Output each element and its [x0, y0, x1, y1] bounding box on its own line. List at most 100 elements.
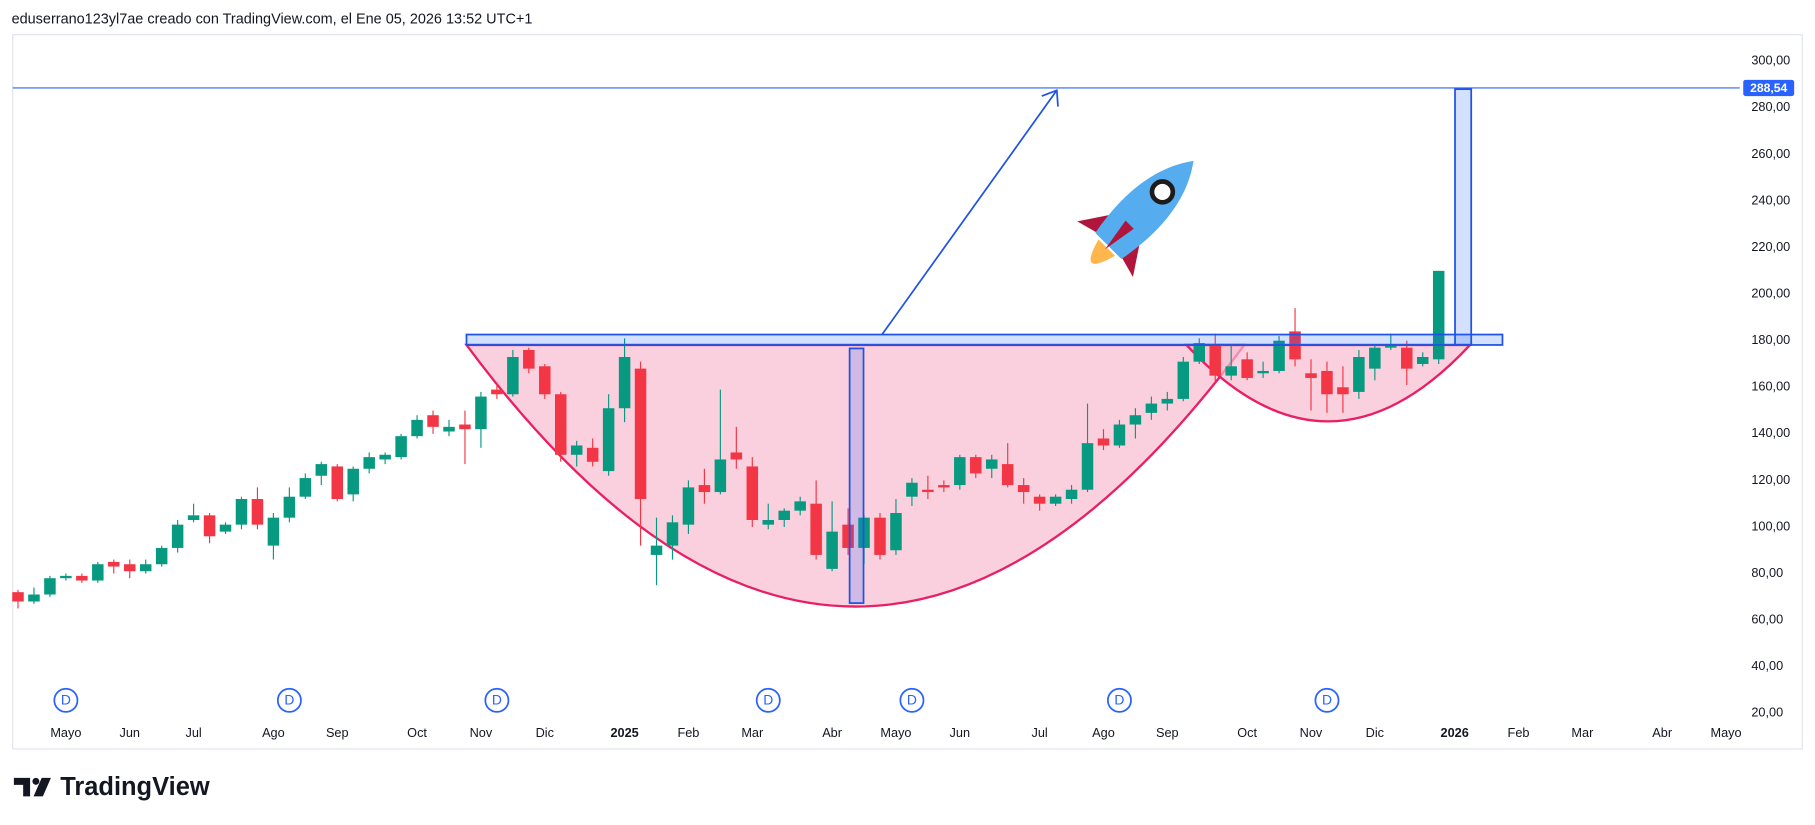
- candle-body: [922, 489, 934, 493]
- x-tick-label: 2026: [1441, 725, 1469, 740]
- candle-body: [890, 513, 902, 551]
- candle-body: [1017, 485, 1030, 493]
- candle-body: [970, 457, 982, 474]
- rocket: [1077, 160, 1194, 278]
- chart-frame: [12, 34, 1803, 750]
- x-tick-label: Jun: [950, 725, 971, 740]
- x-tick-label: Mar: [1571, 725, 1594, 740]
- candle-body: [1273, 340, 1285, 371]
- candles: [12, 270, 1445, 609]
- logo-mark: [13, 777, 31, 797]
- y-tick-label: 300,00: [1751, 53, 1790, 68]
- candle-body: [523, 350, 535, 369]
- event-marker: [899, 687, 925, 713]
- brand-logo: TradingView: [13, 773, 210, 801]
- rocket-window: [1149, 179, 1176, 205]
- candle-body: [331, 466, 344, 500]
- candle-body: [1049, 496, 1062, 504]
- candle-body: [363, 457, 375, 469]
- candle-body: [315, 464, 328, 476]
- y-tick-label: 220,00: [1751, 239, 1790, 254]
- x-tick-label: Ago: [1092, 725, 1115, 740]
- event-label: D: [1322, 692, 1332, 708]
- y-tick-label: 120,00: [1751, 472, 1790, 487]
- candle-body: [123, 564, 136, 572]
- candle-body: [219, 524, 232, 532]
- candle-body: [1081, 443, 1094, 490]
- candle-body: [171, 524, 184, 548]
- x-tick-label: Mayo: [880, 725, 911, 740]
- event-marker: [755, 687, 781, 713]
- candle-body: [682, 487, 695, 525]
- candle-body: [1241, 359, 1253, 378]
- y-tick-label: 60,00: [1751, 611, 1783, 626]
- candle-body: [570, 445, 583, 455]
- event-label: D: [61, 692, 71, 708]
- y-tick-label: 280,00: [1751, 99, 1790, 114]
- candle-body: [1145, 403, 1158, 413]
- y-tick-label: 240,00: [1751, 192, 1790, 207]
- candle-body: [1113, 424, 1126, 446]
- x-tick-label: Nov: [470, 725, 493, 740]
- candle-body: [698, 485, 711, 493]
- candle-body: [746, 466, 759, 520]
- candle-body: [906, 482, 918, 497]
- y-tick-label: 40,00: [1751, 658, 1783, 673]
- candle-body: [28, 594, 40, 602]
- cup-shape: [464, 343, 1247, 608]
- candle-body: [443, 426, 455, 432]
- x-tick-label: Mayo: [1710, 725, 1741, 740]
- candle-body: [985, 459, 998, 469]
- candle-body: [1416, 356, 1429, 364]
- price-label-box: [1743, 79, 1795, 97]
- candle-body: [12, 592, 24, 602]
- x-tick-label: Nov: [1300, 725, 1323, 740]
- rocket-fin: [1105, 220, 1134, 250]
- candle-body: [1129, 415, 1142, 425]
- candle-body: [427, 415, 439, 427]
- candle-body: [1161, 398, 1174, 404]
- x-tick-label: Feb: [677, 725, 699, 740]
- arrow-head: [1041, 89, 1059, 107]
- candle-body: [1257, 370, 1269, 374]
- candle-body: [347, 468, 359, 495]
- candle-body: [155, 547, 168, 565]
- candle-body: [1321, 370, 1333, 395]
- x-tick-label: Abr: [822, 725, 843, 740]
- candle-body: [1001, 464, 1014, 486]
- candle-body: [650, 545, 663, 555]
- x-tick-label: Abr: [1652, 725, 1673, 740]
- candle-body: [1209, 345, 1221, 376]
- target-box: [1454, 88, 1473, 346]
- candle-body: [666, 522, 679, 546]
- candle-body: [1353, 356, 1365, 392]
- candle-body: [794, 501, 806, 511]
- candle-body: [507, 356, 519, 395]
- depth-box: [848, 347, 865, 604]
- candle-body: [1193, 343, 1206, 362]
- x-tick-label: 2025: [610, 725, 638, 740]
- candle-body: [187, 515, 200, 520]
- event-marker: [53, 687, 79, 713]
- candle-body: [826, 531, 838, 569]
- event-label: D: [1114, 692, 1124, 708]
- candle-body: [395, 436, 407, 458]
- candle-body: [1097, 438, 1110, 446]
- candle-body: [554, 394, 567, 455]
- y-tick-label: 180,00: [1751, 332, 1790, 347]
- candle-body: [411, 419, 423, 437]
- candle-body: [762, 519, 775, 525]
- candle-body: [475, 396, 487, 430]
- candle-body: [1432, 270, 1445, 360]
- x-tick-label: Jul: [1031, 725, 1047, 740]
- y-tick-label: 140,00: [1751, 425, 1790, 440]
- candle-body: [60, 575, 72, 579]
- brand-name: TradingView: [60, 773, 210, 801]
- price-label: 288,54: [1750, 81, 1787, 95]
- x-tick-label: Dic: [1366, 725, 1385, 740]
- y-tick-label: 80,00: [1751, 565, 1783, 580]
- candle-body: [714, 459, 727, 493]
- candle-body: [730, 452, 743, 460]
- event-marker: [276, 687, 302, 713]
